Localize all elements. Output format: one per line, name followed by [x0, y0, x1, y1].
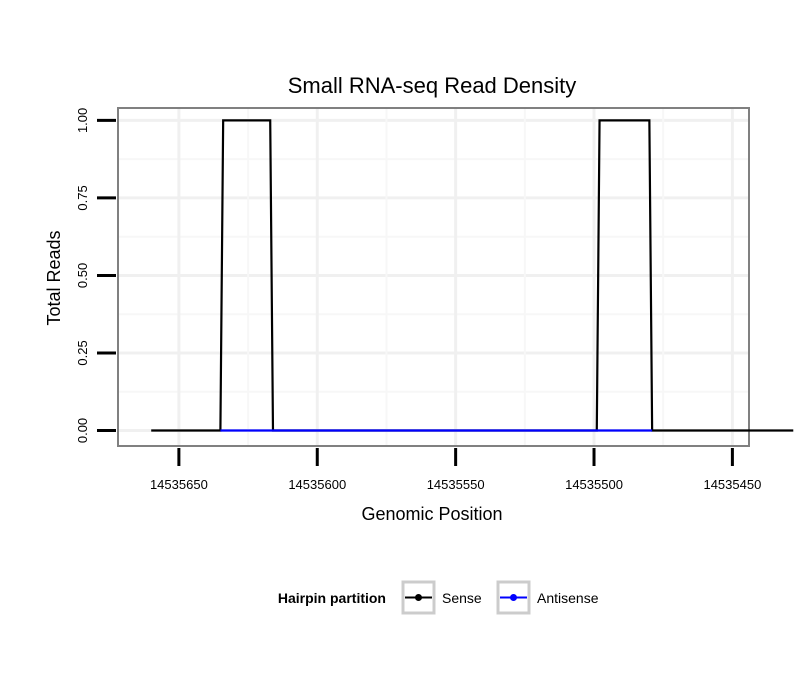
x-tick-label-3: 14535500 [565, 477, 623, 492]
chart-title: Small RNA-seq Read Density [288, 73, 577, 98]
x-tick-label-0: 14535650 [150, 477, 208, 492]
x-tick-label-2: 14535550 [427, 477, 485, 492]
y-axis-title: Total Reads [44, 230, 64, 325]
series-layer [151, 119, 794, 432]
x-axis: 14535650 14535600 14535550 14535500 14535450 [150, 448, 761, 492]
y-tick-label-4: 1.00 [75, 108, 90, 133]
legend-point-sense [415, 594, 422, 601]
legend-point-antisense [510, 594, 517, 601]
y-tick-label-0: 0.00 [75, 418, 90, 443]
legend-item-antisense[interactable]: Antisense [496, 580, 599, 615]
x-axis-title: Genomic Position [361, 504, 502, 524]
legend-label-sense: Sense [442, 590, 482, 606]
y-tick-label-1: 0.25 [75, 340, 90, 365]
legend-item-sense[interactable]: Sense [401, 580, 482, 615]
legend-title: Hairpin partition [278, 590, 386, 606]
x-tick-label-1: 14535600 [288, 477, 346, 492]
y-axis: 0.00 0.25 0.50 0.75 1.00 [75, 108, 116, 443]
legend-label-antisense: Antisense [537, 590, 599, 606]
y-tick-label-3: 0.75 [75, 185, 90, 210]
legend: Hairpin partition Sense Antisense [278, 580, 599, 615]
x-tick-label-4: 14535450 [703, 477, 761, 492]
y-tick-label-2: 0.50 [75, 263, 90, 288]
